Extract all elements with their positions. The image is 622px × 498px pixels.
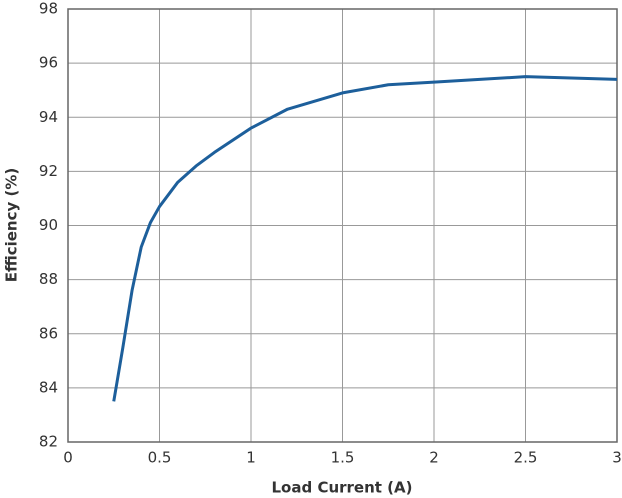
y-tick-label: 98 bbox=[39, 0, 58, 18]
y-tick-label: 94 bbox=[39, 108, 58, 126]
y-tick-label: 82 bbox=[39, 433, 58, 451]
plot-frame bbox=[67, 8, 618, 443]
y-tick-label: 90 bbox=[39, 216, 58, 234]
y-tick-label: 88 bbox=[39, 270, 58, 288]
x-tick-label: 0 bbox=[63, 449, 73, 467]
x-tick-label: 2.5 bbox=[514, 449, 538, 467]
y-tick-label: 92 bbox=[39, 162, 58, 180]
x-axis-label: Load Current (A) bbox=[272, 479, 413, 497]
x-tick-label: 2 bbox=[429, 449, 439, 467]
data-line bbox=[112, 75, 618, 402]
y-tick-label: 86 bbox=[39, 324, 58, 342]
x-tick-label: 1.5 bbox=[331, 449, 355, 467]
x-tick-label: 3 bbox=[612, 449, 622, 467]
x-tick-label: 0.5 bbox=[148, 449, 172, 467]
y-tick-label: 96 bbox=[39, 54, 58, 72]
y-axis-label: Efficiency (%) bbox=[3, 168, 21, 283]
y-tick-label: 84 bbox=[39, 378, 58, 396]
x-tick-label: 1 bbox=[246, 449, 256, 467]
